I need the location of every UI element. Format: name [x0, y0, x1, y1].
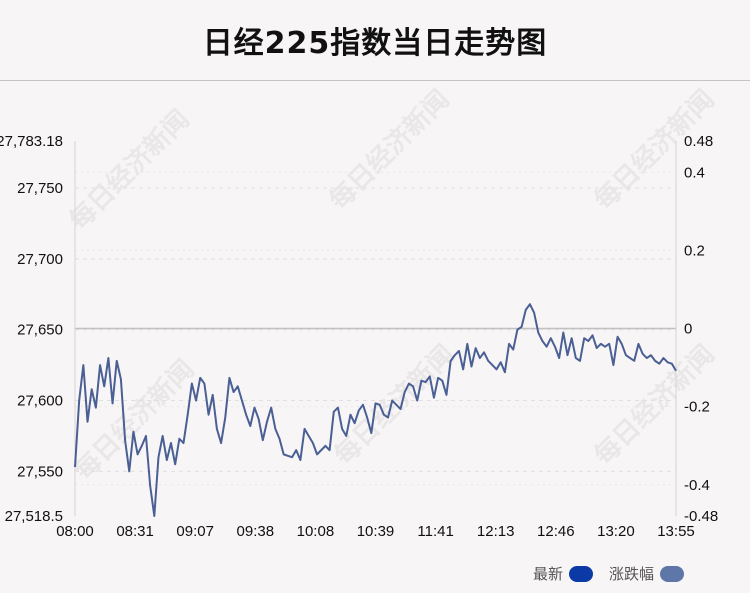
legend-swatch-change [660, 565, 685, 582]
y-right-tick-label: -0.4 [684, 477, 710, 494]
y-right-tick-label: 0.48 [684, 133, 713, 150]
y-right-tick-label: 0.2 [684, 242, 705, 259]
legend: 最新 [533, 563, 594, 584]
x-tick-label: 10:08 [297, 523, 335, 540]
y-left-tick-label: 27,750 [17, 180, 63, 197]
chart-grid [75, 171, 676, 486]
x-tick-label: 10:39 [357, 523, 395, 540]
chart-title: 日经225指数当日走势图 [202, 26, 548, 61]
legend-label-latest: 最新 [533, 565, 564, 583]
y-left-tick-label: 27,518.5 [5, 508, 63, 525]
chart-series [74, 303, 677, 517]
y-left-tick-label: 27,700 [17, 251, 63, 268]
y-left-tick-label: 27,600 [17, 393, 63, 410]
title-divider [0, 80, 750, 81]
y-right-tick-label: 0 [684, 321, 692, 338]
y-left-tick-label: 27,783.18 [0, 133, 63, 150]
y-left-tick-label: 27,550 [17, 463, 63, 480]
x-tick-label: 12:13 [477, 523, 515, 540]
legend: 涨跌幅 [609, 563, 685, 584]
x-tick-label: 09:38 [237, 523, 275, 540]
y-left-tick-label: 27,650 [17, 322, 63, 339]
x-tick-label: 12:46 [537, 523, 575, 540]
x-tick-label: 13:55 [657, 523, 695, 540]
x-tick-label: 08:00 [56, 523, 94, 540]
chart-axes: 27,783.18 27,750 27,700 27,650 27,600 27,550 2… [0, 133, 718, 540]
legend-label-change: 涨跌幅 [609, 565, 655, 583]
series-line [74, 303, 677, 517]
y-right-tick-label: -0.48 [684, 508, 718, 525]
legend-swatch-latest [569, 565, 594, 582]
x-tick-label: 08:31 [116, 523, 154, 540]
x-tick-label: 09:07 [176, 523, 214, 540]
x-tick-label: 13:20 [597, 523, 635, 540]
x-tick-label: 11:41 [417, 523, 453, 540]
y-right-tick-label: 0.4 [684, 164, 705, 181]
y-right-tick-label: -0.2 [684, 399, 710, 416]
